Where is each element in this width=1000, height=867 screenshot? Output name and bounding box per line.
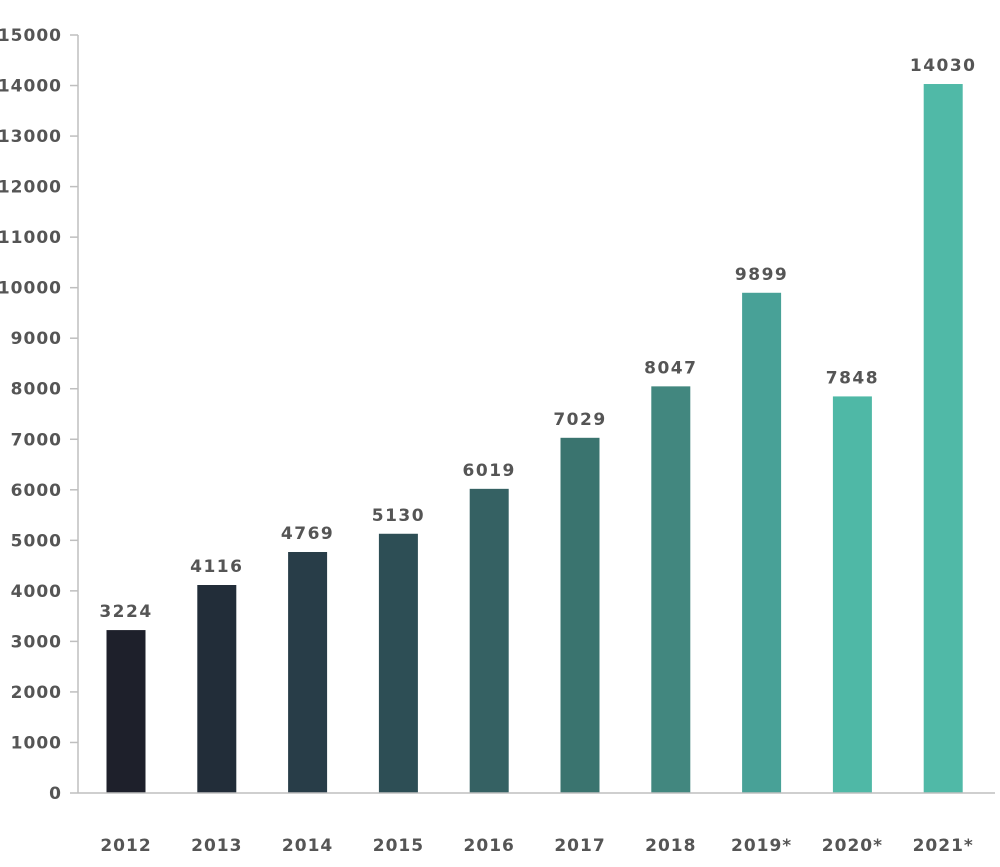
- bar-2019-projected: [742, 292, 782, 793]
- data-label: 6019: [463, 461, 516, 481]
- y-tick-label: 9000: [11, 329, 62, 349]
- y-tick-label: 3000: [11, 632, 62, 652]
- x-axis-ticks: 2012 2013 2014 2015 2016 2017 2018 2019* 2020* 20…: [100, 836, 974, 856]
- y-tick-label: 0: [49, 784, 62, 804]
- x-tick-label: 2016: [464, 836, 515, 856]
- data-label: 7848: [826, 368, 879, 388]
- y-tick-label: 6000: [11, 481, 62, 501]
- x-tick-label: 2018: [645, 836, 696, 856]
- bar-2014: [288, 552, 328, 793]
- bar-2020-projected: [832, 396, 872, 793]
- bar-2016: [469, 488, 509, 793]
- bar-2021-projected: [923, 84, 963, 793]
- x-tick-label: 2014: [282, 836, 333, 856]
- y-tick-label: 12000: [0, 178, 62, 198]
- y-tick-label: 2000: [11, 683, 62, 703]
- y-tick-label: 11000: [0, 228, 62, 248]
- y-tick-label: 5000: [11, 531, 62, 551]
- y-tick-label: 8000: [11, 380, 62, 400]
- data-label: 7029: [553, 410, 606, 430]
- y-axis-ticks: 0 1000 2000 3000 4000 5000 6000 7000 8000 9000 100…: [0, 26, 78, 804]
- y-tick-label: 10000: [0, 279, 62, 299]
- x-tick-label: 2020*: [822, 836, 883, 856]
- data-label: 9899: [735, 265, 788, 285]
- bar-2013: [197, 585, 237, 793]
- y-tick-label: 13000: [0, 127, 62, 147]
- y-tick-label: 1000: [11, 733, 62, 753]
- x-tick-label: 2019*: [731, 836, 792, 856]
- data-label: 8047: [644, 358, 697, 378]
- y-tick-label: 4000: [11, 582, 62, 602]
- data-label: 14030: [910, 56, 977, 76]
- data-label: 4769: [281, 524, 334, 544]
- x-tick-label: 2013: [191, 836, 242, 856]
- bar-2015: [378, 533, 418, 793]
- data-labels: 3224 4116 4769 5130 6019 7029 8047 9899 7848 1403…: [99, 56, 977, 622]
- y-tick-label: 15000: [0, 26, 62, 46]
- y-tick-label: 14000: [0, 77, 62, 97]
- x-tick-label: 2012: [100, 836, 151, 856]
- data-label: 5130: [372, 506, 425, 526]
- y-tick-label: 7000: [11, 430, 62, 450]
- bar-2018: [651, 386, 691, 793]
- x-tick-label: 2017: [554, 836, 605, 856]
- bar-2017: [560, 437, 600, 793]
- x-tick-label: 2015: [373, 836, 424, 856]
- bars: [106, 84, 963, 793]
- bar-2012: [106, 630, 146, 793]
- data-label: 3224: [99, 602, 152, 622]
- x-tick-label: 2021*: [913, 836, 974, 856]
- data-label: 4116: [190, 557, 243, 577]
